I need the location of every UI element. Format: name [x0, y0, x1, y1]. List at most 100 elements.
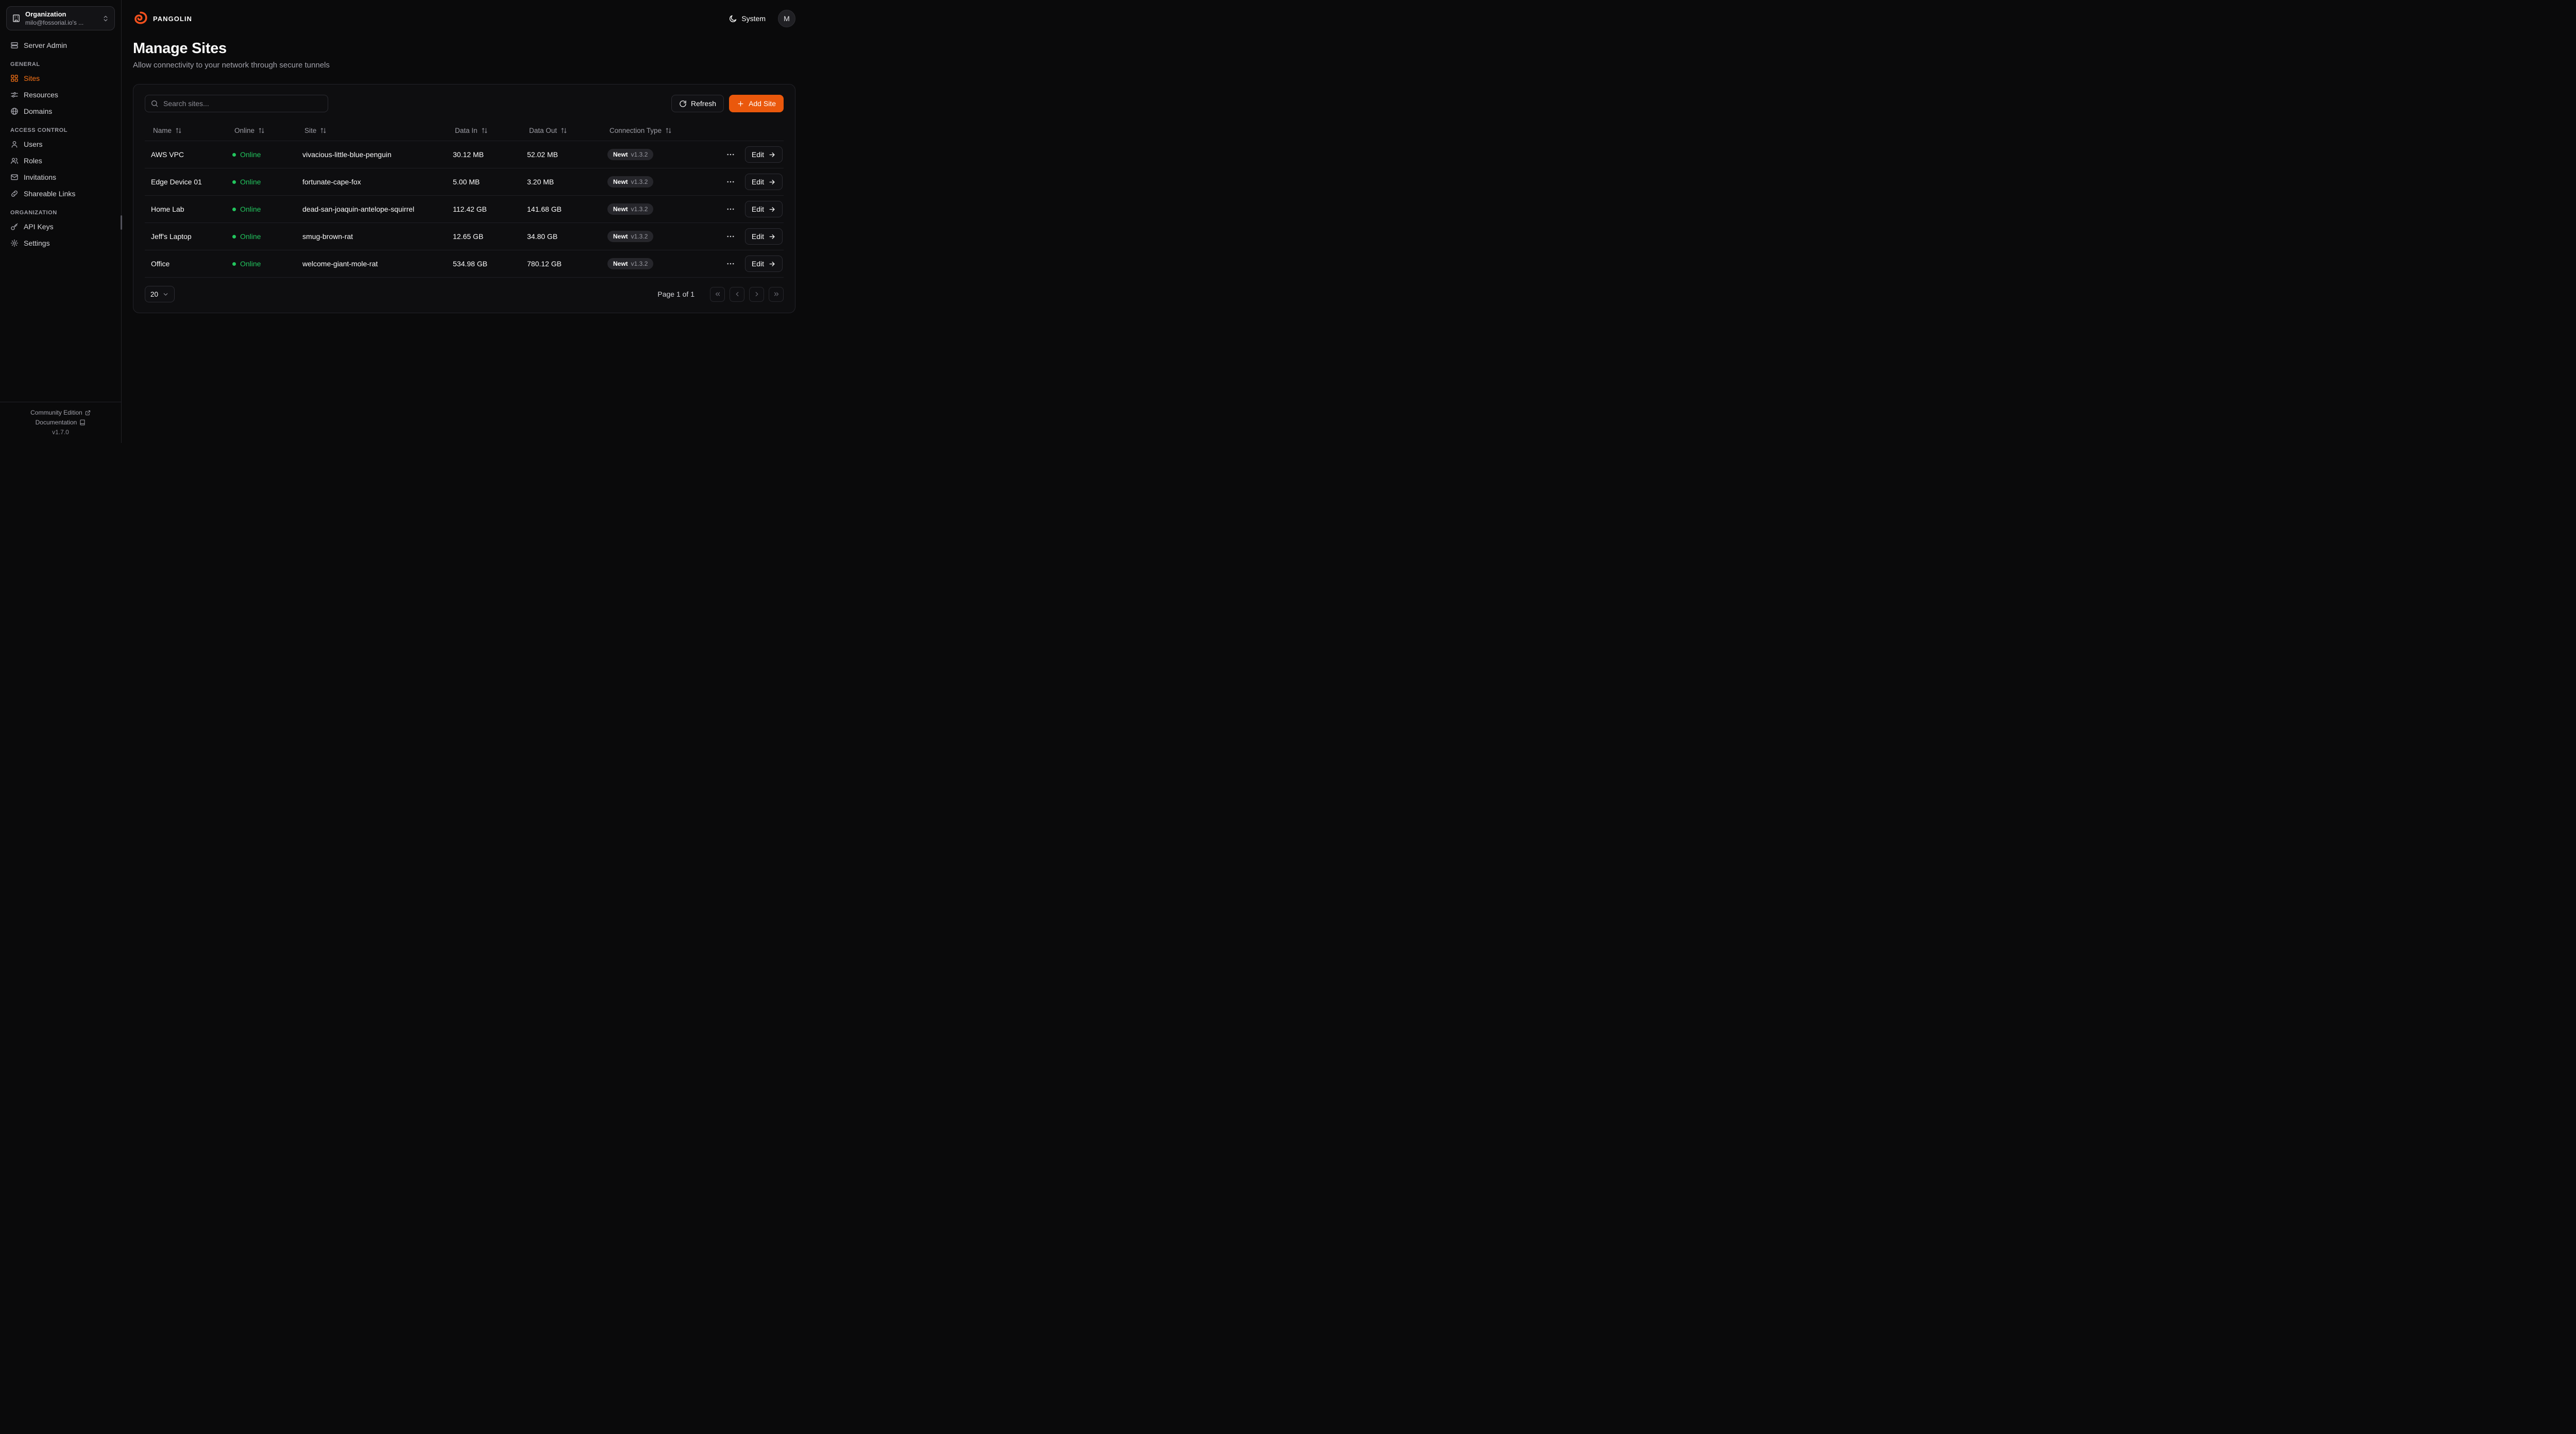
sidebar-item-sites[interactable]: Sites [6, 71, 115, 86]
edit-label: Edit [751, 150, 764, 159]
theme-toggle-button[interactable]: System [724, 11, 770, 26]
arrow-right-icon [768, 178, 776, 186]
gear-icon [10, 239, 19, 247]
sidebar-item-domains[interactable]: Domains [6, 104, 115, 119]
last-page-button[interactable] [769, 286, 784, 302]
row-menu-button[interactable] [723, 229, 738, 244]
community-edition-label: Community Edition [30, 409, 82, 416]
sidebar-item-api-keys[interactable]: API Keys [6, 219, 115, 234]
online-status-dot [232, 262, 236, 266]
add-site-button[interactable]: Add Site [729, 95, 784, 113]
avatar[interactable]: M [778, 10, 795, 27]
site-name-cell: AWS VPC [151, 150, 184, 159]
arrow-right-icon [768, 260, 776, 268]
sidebar-item-roles[interactable]: Roles [6, 153, 115, 168]
globe-icon [10, 107, 19, 115]
sidebar-item-settings[interactable]: Settings [6, 235, 115, 251]
sidebar-item-label: Server Admin [24, 41, 67, 49]
table-row: Jeff's Laptop Online smug-brown-rat 12.6… [145, 223, 784, 251]
column-header-data-in[interactable]: Data In [447, 127, 521, 134]
sidebar-item-invitations[interactable]: Invitations [6, 169, 115, 185]
row-menu-button[interactable] [723, 202, 738, 216]
chevron-down-icon [162, 291, 169, 298]
sidebar-item-label: Settings [24, 239, 50, 247]
table-row: Home Lab Online dead-san-joaquin-antelop… [145, 196, 784, 224]
refresh-button[interactable]: Refresh [671, 95, 724, 113]
site-name-cell: Jeff's Laptop [151, 232, 192, 241]
previous-page-button[interactable] [730, 286, 744, 302]
online-status-label: Online [240, 260, 261, 268]
sort-icon [258, 127, 265, 134]
page-size-select[interactable]: 20 [145, 286, 175, 303]
pagination: Page 1 of 1 [657, 286, 784, 302]
edit-site-button[interactable]: Edit [744, 146, 783, 163]
search-wrap [145, 95, 328, 113]
refresh-icon [679, 100, 687, 108]
edit-site-button[interactable]: Edit [744, 255, 783, 272]
pangolin-logo-icon [133, 11, 148, 26]
column-header-online[interactable]: Online [226, 127, 296, 134]
sidebar-resize-handle[interactable] [121, 215, 122, 230]
site-id-cell: fortunate-cape-fox [302, 178, 361, 186]
search-input[interactable] [145, 95, 328, 113]
sidebar-item-server-admin[interactable]: Server Admin [6, 38, 115, 53]
row-menu-button[interactable] [723, 175, 738, 189]
row-actions-cell: Edit [716, 255, 784, 272]
edit-site-button[interactable]: Edit [744, 201, 783, 218]
book-icon [79, 419, 86, 425]
ellipsis-icon [726, 232, 735, 241]
add-site-label: Add Site [749, 99, 776, 108]
connection-type-name: Newt [613, 151, 628, 159]
app-root: Organization milo@fossorial.io's ... Ser… [0, 0, 808, 443]
org-selector-title: Organization [25, 10, 66, 19]
site-id-cell: welcome-giant-mole-rat [302, 260, 378, 268]
theme-label: System [741, 14, 766, 23]
sites-card: Refresh Add Site Name Online [133, 84, 795, 314]
avatar-initial: M [784, 14, 790, 23]
next-page-button[interactable] [749, 286, 764, 302]
row-menu-button[interactable] [723, 147, 738, 162]
connection-type-name: Newt [613, 260, 628, 268]
column-header-name[interactable]: Name [145, 127, 226, 134]
column-header-site[interactable]: Site [296, 127, 447, 134]
row-menu-button[interactable] [723, 257, 738, 271]
main-content: PANGOLIN System M Manage Sites Allow con… [122, 0, 808, 443]
site-id-cell: smug-brown-rat [302, 232, 353, 241]
building-icon [12, 14, 21, 23]
data-in-cell: 534.98 GB [453, 260, 487, 268]
sidebar-item-users[interactable]: Users [6, 136, 115, 152]
toolbar-actions: Refresh Add Site [671, 95, 784, 113]
community-edition-link[interactable]: Community Edition [30, 409, 91, 416]
sort-icon [665, 127, 672, 134]
documentation-link[interactable]: Documentation [36, 419, 86, 426]
refresh-label: Refresh [691, 99, 717, 108]
org-selector[interactable]: Organization milo@fossorial.io's ... [6, 6, 115, 30]
table-footer: 20 Page 1 of 1 [145, 286, 784, 303]
column-header-connection-type[interactable]: Connection Type [601, 127, 716, 134]
roles-icon [10, 157, 19, 165]
sort-icon [561, 127, 567, 134]
topbar-right: System M [724, 10, 795, 27]
sidebar-footer: Community Edition Documentation v1.7.0 [0, 402, 121, 443]
column-header-data-out[interactable]: Data Out [521, 127, 601, 134]
table-body: AWS VPC Online vivacious-little-blue-pen… [145, 141, 784, 278]
site-online-cell: Online [226, 178, 296, 186]
sidebar-section-label: ACCESS CONTROL [10, 127, 67, 133]
sidebar-item-shareable-links[interactable]: Shareable Links [6, 186, 115, 201]
org-selector-subtitle: milo@fossorial.io's ... [25, 19, 84, 26]
topbar: PANGOLIN System M [133, 0, 795, 37]
site-online-cell: Online [226, 150, 296, 159]
sidebar-item-resources[interactable]: Resources [6, 87, 115, 103]
connection-type-cell: Newt v1.3.2 [601, 176, 716, 188]
pagination-buttons [710, 286, 784, 302]
link-icon [10, 190, 19, 198]
chevrons-up-down-icon [102, 15, 109, 22]
data-out-cell: 141.68 GB [527, 205, 562, 214]
row-actions-cell: Edit [716, 174, 784, 191]
edit-site-button[interactable]: Edit [744, 228, 783, 245]
first-page-button[interactable] [710, 286, 725, 302]
data-out-cell: 52.02 MB [527, 150, 558, 159]
sidebar-item-label: Sites [24, 74, 40, 82]
connection-type-badge: Newt v1.3.2 [607, 149, 654, 161]
edit-site-button[interactable]: Edit [744, 174, 783, 191]
